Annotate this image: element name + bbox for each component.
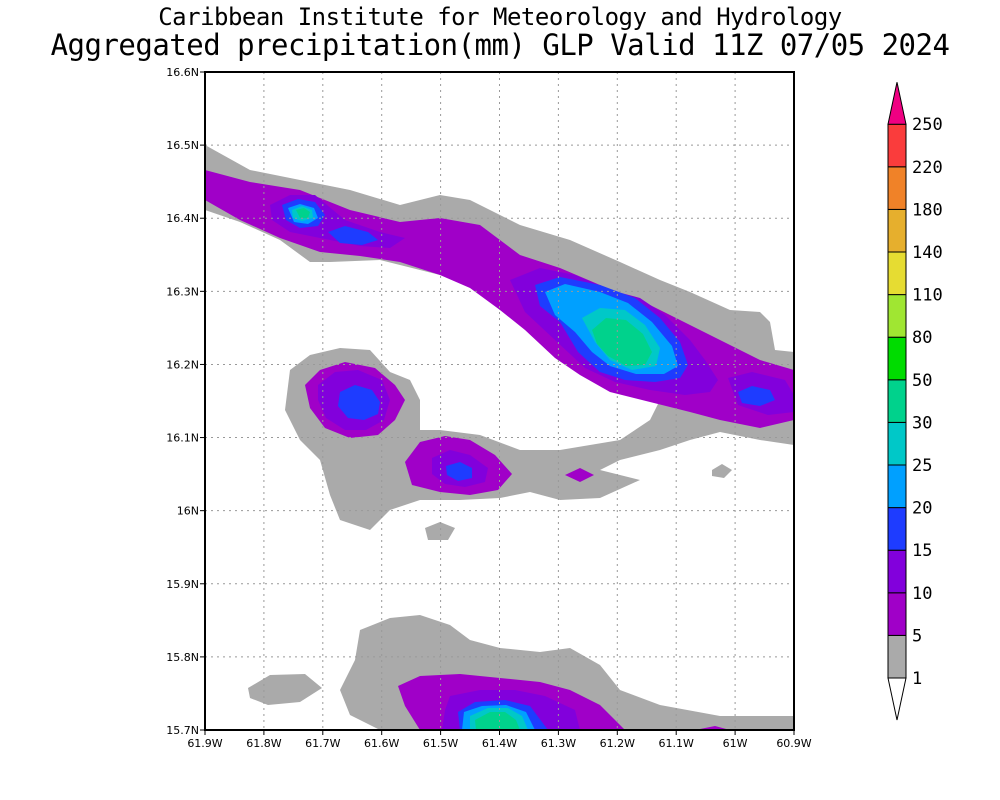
colorbar-swatch xyxy=(887,294,907,338)
x-tick-label: 61.5W xyxy=(423,737,458,750)
colorbar-level-label: 250 xyxy=(912,115,943,135)
colorbar-swatch xyxy=(887,549,907,594)
colorbar-swatch xyxy=(887,634,907,679)
colorbar-level-label: 1 xyxy=(912,669,922,689)
colorbar-level-label: 25 xyxy=(912,456,932,476)
x-tick-label: 61.4W xyxy=(482,737,517,750)
colorbar-swatch xyxy=(887,336,907,381)
colorbar-level-label: 5 xyxy=(912,626,922,646)
x-tick-label: 61.3W xyxy=(541,737,576,750)
colorbar-level-label: 20 xyxy=(912,499,932,519)
colorbar-swatch xyxy=(887,507,907,551)
title-institute: Caribbean Institute for Meteorology and … xyxy=(158,3,842,31)
colorbar-swatch xyxy=(887,464,907,509)
y-tick-label: 16.1N xyxy=(166,432,199,445)
title-product: Aggregated precipitation(mm) GLP Valid 1… xyxy=(50,28,950,62)
colorbar-over-triangle xyxy=(887,82,907,125)
y-tick-label: 16.3N xyxy=(166,285,199,298)
x-tick-label: 61.7W xyxy=(305,737,340,750)
colorbar-swatch xyxy=(887,421,907,466)
rain-30mm-contours xyxy=(296,208,652,730)
colorbar-swatch xyxy=(887,592,907,636)
x-tick-label: 60.9W xyxy=(776,737,811,750)
colorbar-swatch xyxy=(887,166,907,210)
y-tick-label: 15.8N xyxy=(166,651,199,664)
colorbar-under-triangle xyxy=(887,677,907,721)
colorbar-level-label: 15 xyxy=(912,541,932,561)
y-tick-label: 16.5N xyxy=(166,139,199,152)
y-tick-label: 16.4N xyxy=(166,212,199,225)
precipitation-field xyxy=(205,145,794,730)
colorbar-level-label: 30 xyxy=(912,413,932,433)
x-tick-label: 61.9W xyxy=(187,737,222,750)
longitude-axis: 61.9W 61.8W 61.7W 61.6W 61.5W 61.4W 61.3W 61.2W… xyxy=(187,730,812,750)
colorbar-level-label: 10 xyxy=(912,584,932,604)
x-tick-label: 61.2W xyxy=(600,737,635,750)
x-tick-label: 61.1W xyxy=(659,737,694,750)
x-tick-label: 61W xyxy=(723,737,748,750)
y-tick-label: 16N xyxy=(177,505,199,518)
colorbar-level-label: 140 xyxy=(912,243,943,263)
y-tick-label: 15.9N xyxy=(166,578,199,591)
colorbar-swatch xyxy=(887,123,907,168)
colorbar-swatch xyxy=(887,251,907,296)
latitude-axis: 15.7N 15.8N 15.9N 16N 16.1N 16.2N 16.3N 16.4N 16… xyxy=(166,66,205,737)
y-tick-label: 15.7N xyxy=(166,724,199,737)
colorbar-level-label: 80 xyxy=(912,328,932,348)
colorbar-swatch xyxy=(887,379,907,423)
y-tick-label: 16.2N xyxy=(166,358,199,371)
colorbar-level-label: 50 xyxy=(912,371,932,391)
colorbar-level-label: 110 xyxy=(912,286,943,306)
x-tick-label: 61.8W xyxy=(246,737,281,750)
colorbar-level-label: 180 xyxy=(912,200,943,220)
map-grid xyxy=(205,72,794,730)
colorbar-swatch xyxy=(887,208,907,253)
y-tick-label: 16.6N xyxy=(166,66,199,79)
colorbar-level-label: 220 xyxy=(912,158,943,178)
x-tick-label: 61.6W xyxy=(364,737,399,750)
